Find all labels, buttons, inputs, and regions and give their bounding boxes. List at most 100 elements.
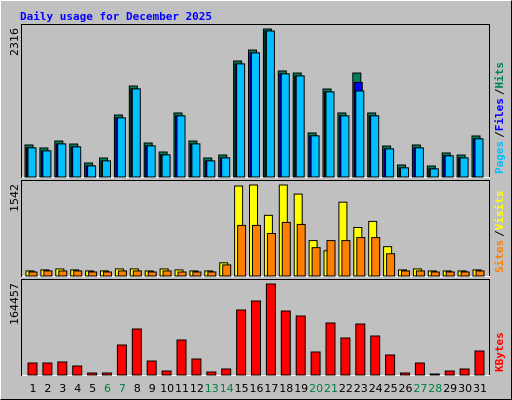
x-tick-label: 16 (250, 382, 264, 395)
legend-separator: / (493, 88, 506, 95)
bar (237, 224, 247, 277)
bar (386, 253, 396, 277)
x-tick-label: 23 (354, 382, 368, 395)
bar (43, 270, 53, 277)
bar (162, 270, 172, 277)
bar (207, 271, 217, 277)
bar (221, 157, 231, 178)
x-tick-label: 8 (134, 382, 141, 395)
bar (341, 240, 351, 277)
x-tick-label: 15 (235, 382, 249, 395)
legend-entry: Visits (493, 191, 506, 231)
bar (430, 271, 440, 277)
bar (251, 52, 260, 178)
bar (280, 73, 290, 178)
bar (221, 368, 232, 376)
bar (296, 223, 306, 277)
x-tick-label: 6 (104, 382, 111, 395)
x-tick-label: 5 (89, 382, 96, 395)
bar (102, 160, 111, 178)
bar (161, 154, 171, 178)
bar (131, 88, 141, 178)
x-tick-label: 11 (175, 382, 189, 395)
x-tick-label: 4 (74, 382, 81, 395)
bar (28, 271, 38, 277)
x-tick-label: 30 (458, 382, 472, 395)
x-tick-label: 25 (384, 382, 398, 395)
bar (295, 75, 305, 178)
legend-separator: / (493, 230, 506, 237)
bar (192, 271, 202, 277)
bar (414, 147, 424, 178)
bar (87, 372, 98, 376)
bar (326, 240, 336, 277)
bar (295, 315, 306, 376)
bar (206, 160, 216, 178)
legend-entry: KBytes (493, 332, 506, 372)
bar (72, 365, 83, 376)
y-tick-label: 1542 (8, 184, 21, 212)
bar (147, 271, 157, 277)
bar (57, 143, 67, 178)
bar (325, 322, 336, 376)
x-tick-label: 26 (399, 382, 413, 395)
bar (177, 271, 187, 277)
bar (445, 271, 455, 277)
x-tick-label: 3 (59, 382, 66, 395)
bar (415, 270, 425, 277)
bar (385, 148, 395, 178)
bar (459, 157, 469, 178)
bar (281, 221, 291, 277)
bar (27, 362, 38, 376)
x-tick-label: 12 (190, 382, 204, 395)
bar (57, 361, 68, 376)
y-tick-label: 2316 (8, 28, 21, 56)
bar (102, 372, 112, 376)
bar (475, 270, 485, 277)
bar (146, 145, 156, 178)
bar (429, 373, 440, 376)
legend: KBytes (493, 332, 506, 372)
bar (280, 310, 291, 376)
chart-title: Daily usage for December 2025 (20, 10, 212, 23)
legend: Sites /Visits (493, 191, 506, 274)
bar (474, 350, 485, 376)
x-tick-label: 22 (339, 382, 353, 395)
bar (370, 115, 380, 178)
bar (206, 371, 217, 376)
bar (385, 354, 396, 376)
bar (311, 247, 321, 277)
bar (87, 165, 97, 178)
bar (266, 233, 276, 277)
bar (117, 270, 127, 277)
bar (444, 155, 454, 178)
legend-entry: Files (493, 98, 506, 131)
bar (131, 328, 142, 376)
x-tick-label: 27 (413, 382, 427, 395)
bar (116, 117, 126, 178)
bar (265, 30, 275, 178)
legend-entry: Sites (493, 240, 506, 273)
bar (191, 358, 202, 376)
bar (42, 362, 53, 376)
legend: Pages/Files/Hits (493, 62, 506, 174)
bar (42, 150, 52, 178)
bar (265, 283, 276, 376)
bar (429, 168, 439, 178)
x-tick-label: 9 (149, 382, 156, 395)
bar (325, 91, 335, 178)
bar (414, 362, 425, 376)
bar (251, 300, 261, 376)
y-tick-label: 164457 (8, 283, 21, 325)
x-tick-label: 18 (279, 382, 293, 395)
x-tick-label: 24 (369, 382, 383, 395)
bar (355, 323, 366, 376)
bar (356, 237, 366, 277)
bar (310, 351, 321, 376)
bar (88, 271, 98, 277)
bar (401, 270, 410, 277)
bar (146, 360, 157, 376)
bar (222, 264, 232, 277)
